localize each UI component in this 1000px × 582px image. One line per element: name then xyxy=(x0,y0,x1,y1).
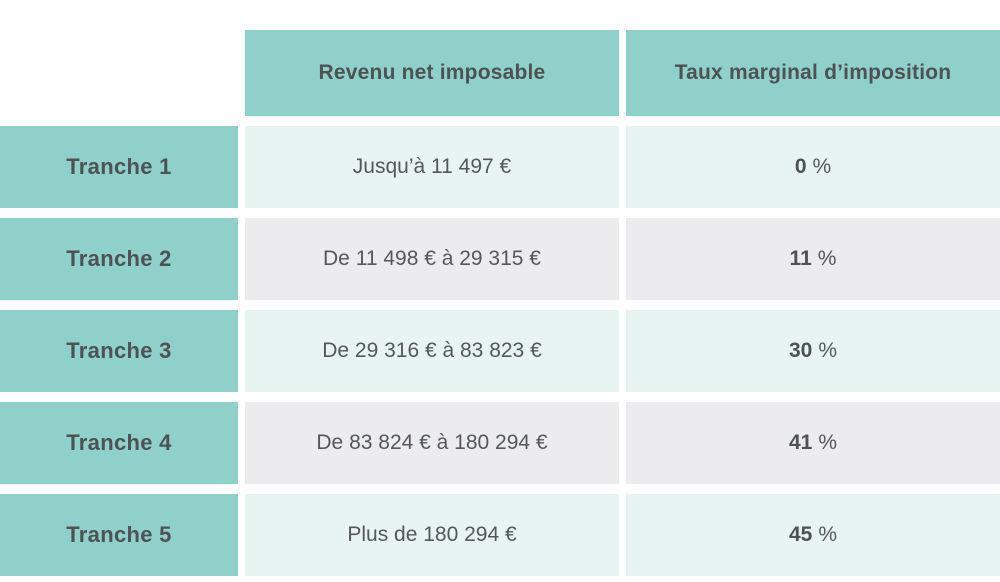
income-cell: De 11 498 € à 29 315 € xyxy=(245,218,619,300)
rate-cell: 11 % xyxy=(626,218,1000,300)
row-label-tranche-4: Tranche 4 xyxy=(0,402,238,484)
rate-cell: 30 % xyxy=(626,310,1000,392)
rate-cell: 0 % xyxy=(626,126,1000,208)
income-cell: De 83 824 € à 180 294 € xyxy=(245,402,619,484)
rate-unit: % xyxy=(818,431,838,454)
rate-value: 0 xyxy=(794,155,807,178)
rate-value: 11 xyxy=(789,247,812,270)
row-label-tranche-1: Tranche 1 xyxy=(0,126,238,208)
income-cell: De 29 316 € à 83 823 € xyxy=(245,310,619,392)
header-cell-rate: Taux marginal d’imposition xyxy=(626,30,1000,116)
income-cell: Plus de 180 294 € xyxy=(245,494,619,576)
rate-value: 41 xyxy=(788,431,813,454)
row-label-tranche-2: Tranche 2 xyxy=(0,218,238,300)
rate-unit: % xyxy=(818,339,838,362)
rate-unit: % xyxy=(817,247,837,270)
row-label-tranche-5: Tranche 5 xyxy=(0,494,238,576)
rate-unit: % xyxy=(818,523,838,546)
rate-cell: 41 % xyxy=(626,402,1000,484)
rate-unit: % xyxy=(812,155,832,178)
rate-cell: 45 % xyxy=(626,494,1000,576)
header-cell-income: Revenu net imposable xyxy=(245,30,619,116)
row-label-tranche-3: Tranche 3 xyxy=(0,310,238,392)
rate-value: 45 xyxy=(788,523,813,546)
rate-value: 30 xyxy=(788,339,813,362)
corner-spacer xyxy=(0,30,238,116)
income-cell: Jusqu’à 11 497 € xyxy=(245,126,619,208)
